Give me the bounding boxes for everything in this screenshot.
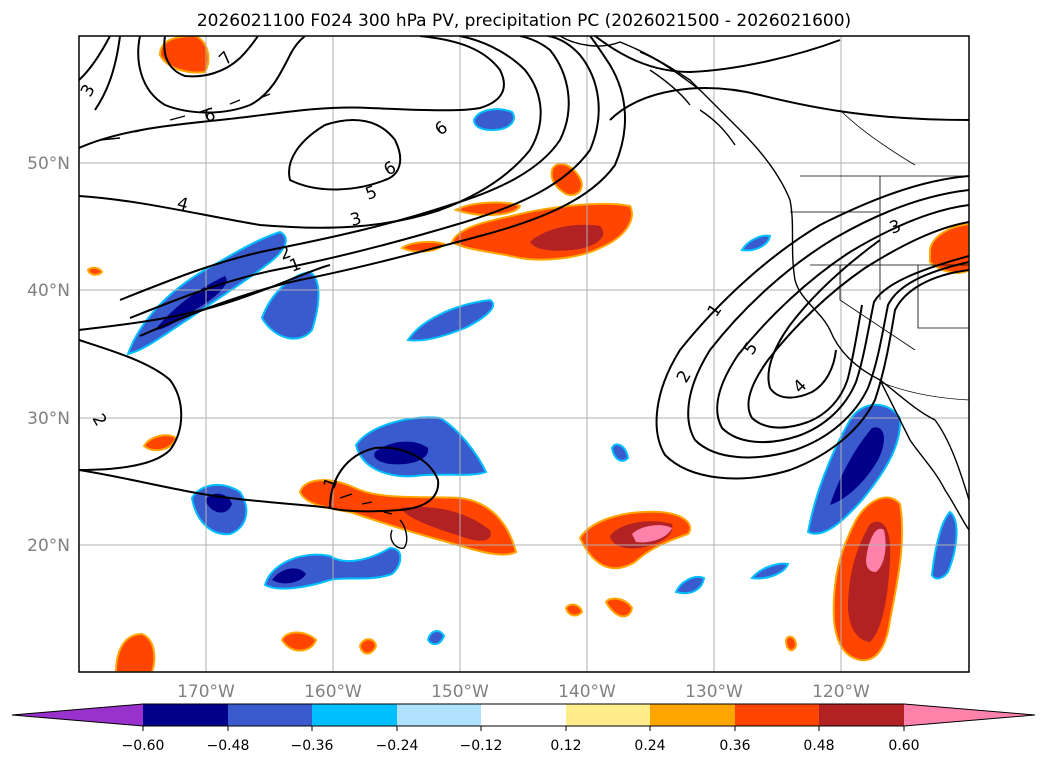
blue-area-center bbox=[406, 298, 495, 342]
colorbar-segment bbox=[650, 704, 735, 726]
contour-pv-north-loop-6 bbox=[288, 119, 402, 191]
contour-pv-hawaii-loop-2 bbox=[79, 469, 331, 509]
border-alaska-canada bbox=[839, 109, 916, 166]
contour-pv-top-loop-6 bbox=[137, 36, 306, 114]
contour-pv-top-loop-7 bbox=[163, 36, 259, 78]
colorbar-tick-label: 0.60 bbox=[888, 738, 919, 754]
colorbar-tick-label: 0.24 bbox=[634, 738, 665, 754]
pv-contours bbox=[79, 36, 969, 513]
lon-label-150w: 150°W bbox=[431, 682, 489, 702]
red-area-bottom-left bbox=[114, 632, 156, 672]
contour-label: 6 bbox=[202, 105, 218, 127]
colorbar-tick-labels: −0.60 −0.48 −0.36 −0.24 −0.12 0.12 0.24 … bbox=[122, 738, 920, 754]
coastline-baja bbox=[879, 379, 969, 531]
lon-label-170w: 170°W bbox=[177, 682, 235, 702]
colorbar-segment bbox=[397, 704, 481, 726]
longitude-labels: 170°W 160°W 150°W 140°W 130°W 120°W bbox=[177, 682, 870, 702]
colorbar-extend-min bbox=[12, 704, 143, 726]
contour-pv-nw-corner bbox=[79, 36, 121, 111]
colorbar-segment bbox=[312, 704, 397, 726]
map-frame bbox=[78, 35, 970, 673]
lon-label-160w: 160°W bbox=[304, 682, 362, 702]
colorbar-tick-label: −0.36 bbox=[291, 738, 334, 754]
colorbar-tick-label: −0.48 bbox=[207, 738, 250, 754]
contour-pv-trough-4 bbox=[747, 221, 969, 429]
red-area-small-7 bbox=[86, 266, 104, 276]
colorbar-tick-label: 0.36 bbox=[719, 738, 750, 754]
colorbar-tick-label: 0.12 bbox=[550, 738, 581, 754]
graticule bbox=[79, 36, 969, 672]
pink-area-central-south bbox=[632, 525, 672, 543]
contour-pv-trough-3 bbox=[716, 204, 969, 444]
colorbar-segment bbox=[143, 704, 228, 726]
blue-area-small-2 bbox=[750, 562, 790, 580]
contour-pv-trough-5 bbox=[767, 239, 881, 399]
blue-area-north bbox=[472, 108, 515, 132]
latitude-labels: 50°N 40°N 30°N 20°N bbox=[27, 154, 70, 556]
lat-label-40n: 40°N bbox=[27, 281, 70, 301]
figure-title: 2026021100 F024 300 hPa PV, precipitatio… bbox=[197, 11, 851, 31]
red-area-small-2 bbox=[280, 631, 318, 652]
red-area-small-5 bbox=[564, 603, 584, 617]
colorbar-tick-label: 0.48 bbox=[803, 738, 834, 754]
colorbar-tick-label: −0.24 bbox=[376, 738, 419, 754]
map-panel: 3 7 6 6 6 5 4 3 2 1 2 1 1 2 5 4 3 bbox=[78, 35, 970, 673]
political-borders bbox=[790, 109, 969, 401]
colorbar-tick-label: −0.60 bbox=[122, 738, 165, 754]
border-us-mexico bbox=[879, 381, 969, 401]
coastline-hawaii bbox=[339, 493, 408, 549]
contour-pv-left-2 bbox=[79, 339, 183, 471]
contour-pv-band-3 bbox=[129, 36, 600, 319]
blue-area-south-core bbox=[272, 568, 306, 584]
colorbar-tick-label: −0.12 bbox=[460, 738, 503, 754]
red-area-socal bbox=[929, 222, 969, 274]
colorbar: −0.60 −0.48 −0.36 −0.24 −0.12 0.12 0.24 … bbox=[11, 703, 1036, 754]
colorbar-segment bbox=[481, 704, 566, 726]
contour-pv-west-loop bbox=[79, 36, 505, 149]
colorbar-segment bbox=[735, 704, 819, 726]
contour-pv-hawaii-loop-1 bbox=[328, 446, 440, 513]
blue-area-center-west bbox=[260, 270, 320, 340]
red-area-top-left bbox=[158, 36, 210, 74]
blue-area-baja-core bbox=[830, 427, 884, 505]
blue-area-small-3 bbox=[674, 576, 706, 595]
blue-area-small-5 bbox=[426, 630, 446, 646]
colorbar-segment bbox=[566, 704, 650, 726]
red-area-north-small-a bbox=[453, 201, 522, 216]
lat-label-20n: 20°N bbox=[27, 536, 70, 556]
colorbar-segment bbox=[228, 704, 312, 726]
red-area-small-4 bbox=[604, 597, 634, 618]
red-area-hawaii-band-core bbox=[400, 506, 491, 541]
map-background bbox=[79, 36, 969, 672]
contour-pv-band-5 bbox=[119, 36, 570, 301]
lat-label-30n: 30°N bbox=[27, 409, 70, 429]
blue-area-small-1 bbox=[740, 234, 772, 252]
blue-area-small-4 bbox=[610, 443, 630, 462]
precip-positive-areas bbox=[86, 36, 969, 672]
colorbar-ticks bbox=[142, 726, 905, 731]
contour-pv-band-1 bbox=[79, 264, 331, 331]
red-area-small-6 bbox=[784, 635, 798, 652]
red-area-small-3 bbox=[358, 638, 378, 655]
lon-label-140w: 140°W bbox=[558, 682, 616, 702]
contour-label: 3 bbox=[348, 209, 364, 231]
lon-label-120w: 120°W bbox=[812, 682, 870, 702]
colorbar-segment bbox=[819, 704, 904, 726]
border-us-states bbox=[790, 176, 969, 351]
colorbar-extend-max bbox=[904, 704, 1035, 726]
red-area-north-band-core bbox=[530, 224, 604, 251]
coastline-alaska-islands bbox=[639, 51, 736, 146]
pink-area-east-pacific bbox=[866, 528, 886, 572]
contour-pv-trough-2 bbox=[687, 189, 969, 459]
contour-label: 4 bbox=[175, 194, 191, 216]
lon-label-130w: 130°W bbox=[685, 682, 743, 702]
contour-pv-upper-arc bbox=[594, 36, 969, 121]
lat-label-50n: 50°N bbox=[27, 154, 70, 174]
contour-pv-trough-1 bbox=[655, 175, 969, 480]
